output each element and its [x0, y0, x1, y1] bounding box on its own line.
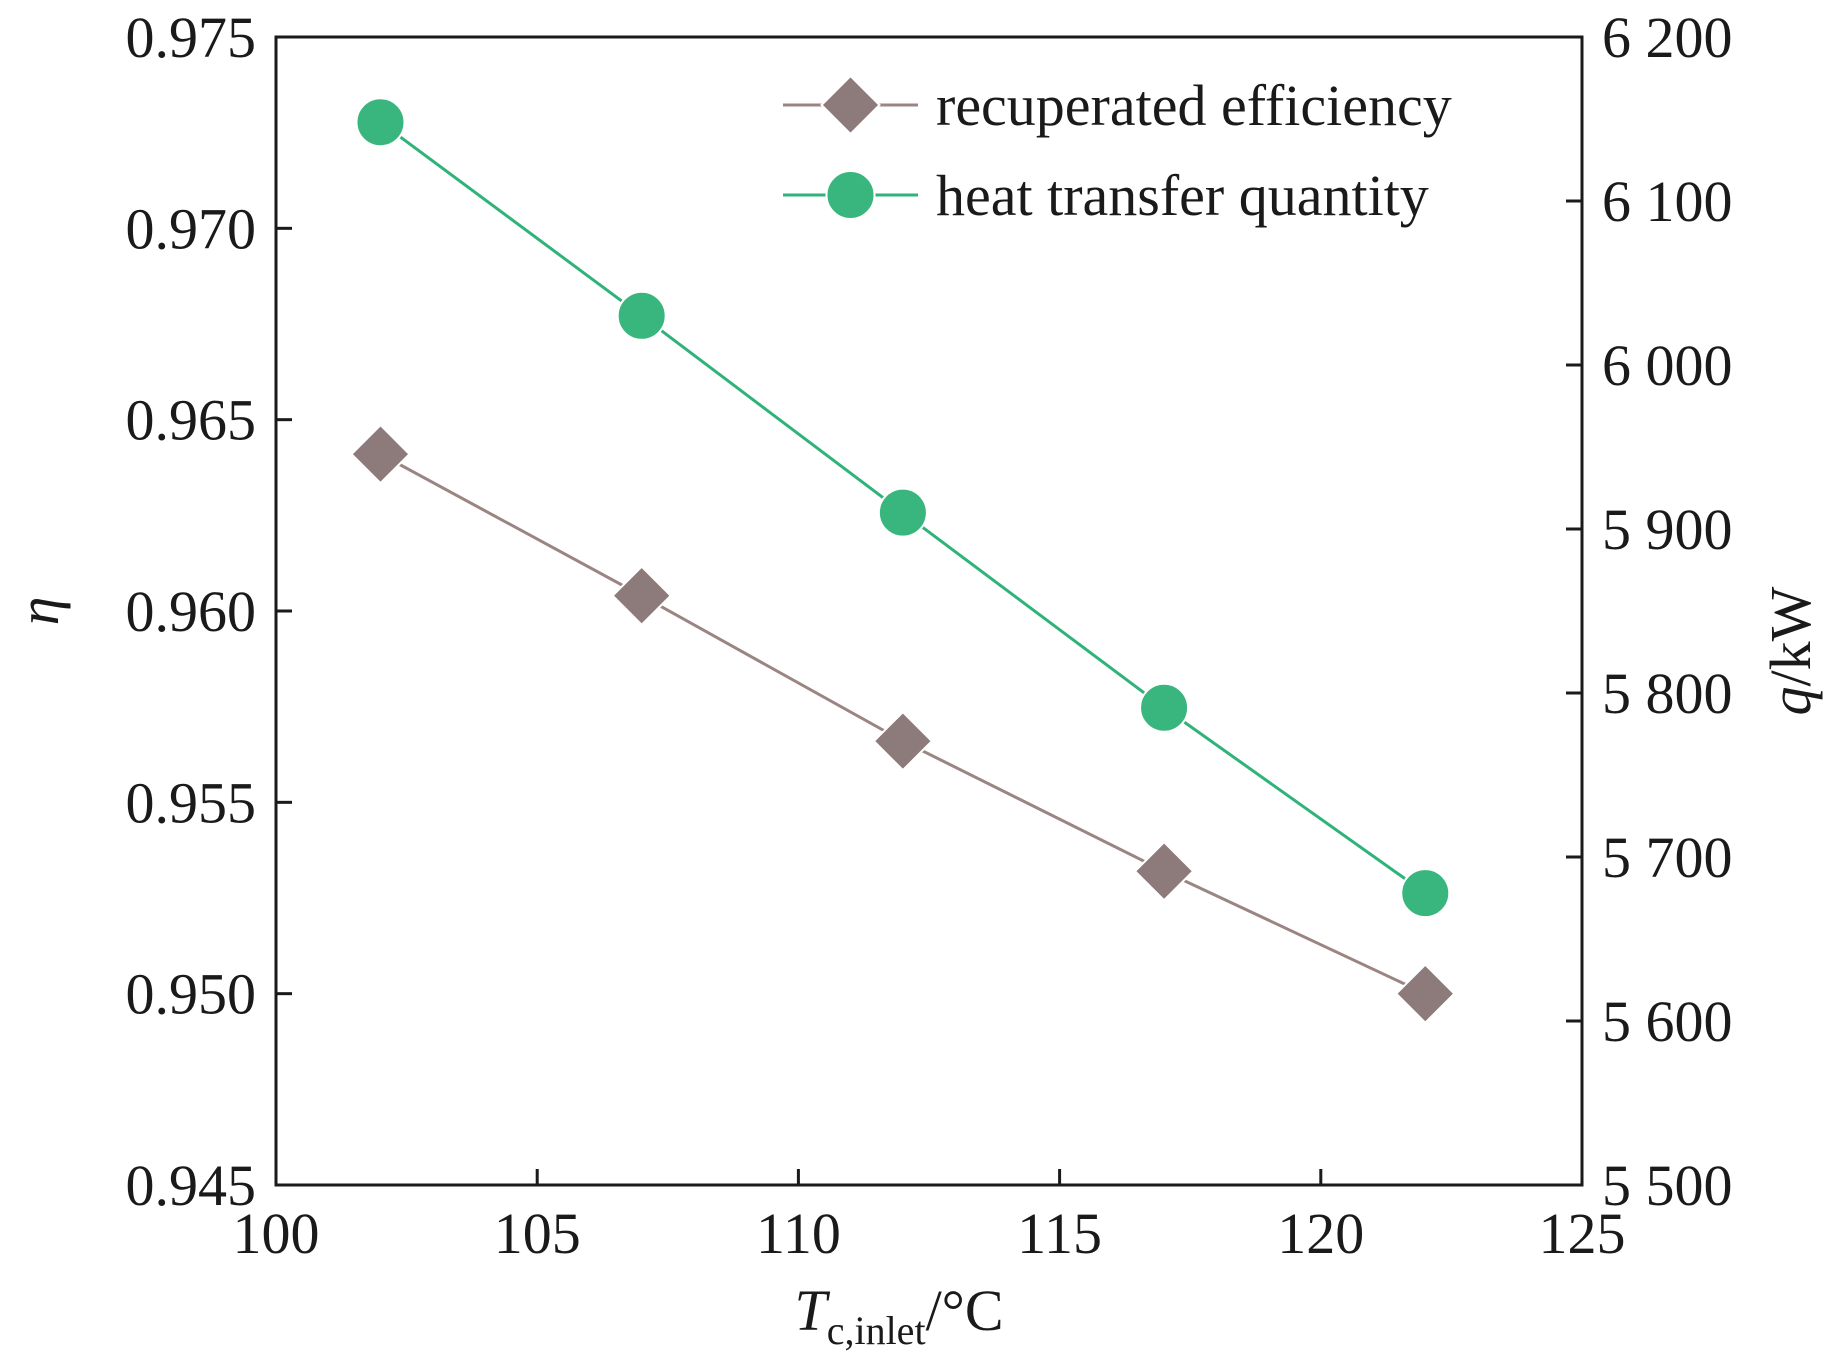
x-axis-title-var: T: [794, 1278, 830, 1343]
x-axis-title: Tc,inlet/°C: [794, 1278, 1003, 1353]
data-point: [877, 487, 928, 538]
y-left-axis-title: η: [6, 597, 71, 626]
series-2: [355, 97, 1451, 919]
x-tick-label: 100: [233, 1201, 320, 1266]
y-right-tick-label: 5 500: [1602, 1153, 1733, 1218]
series-layer: [350, 97, 1456, 1025]
y-right-tick-label: 6 100: [1602, 169, 1733, 234]
y-left-tick-label: 0.975: [126, 5, 257, 70]
x-axis-title-sub: c,inlet: [827, 1308, 926, 1353]
y-left-tick-label: 0.965: [126, 388, 257, 453]
data-point: [1394, 963, 1456, 1025]
y-right-tick-label: 5 600: [1602, 989, 1733, 1054]
data-point: [350, 423, 411, 485]
x-tick-label: 125: [1539, 1201, 1626, 1266]
y-right-tick-label: 5 900: [1602, 497, 1733, 562]
data-point: [616, 290, 667, 341]
legend-label: heat transfer quantity: [936, 163, 1429, 228]
y-right-axis-title-unit: /kW: [1758, 586, 1823, 686]
data-point: [1133, 840, 1195, 902]
x-tick-label: 105: [494, 1201, 581, 1266]
y-left-tick-label: 0.970: [126, 196, 257, 261]
legend-item-2: heat transfer quantity: [783, 163, 1429, 228]
axes: 100 105 110 115 120 125 0.945 0.950 0.955 0.960 0.…: [6, 5, 1823, 1353]
legend-circle-marker: [825, 170, 876, 220]
y-left-tick-label: 0.945: [126, 1153, 257, 1218]
y-right-tick-label: 5 700: [1602, 825, 1733, 890]
y-left-tick-label: 0.950: [126, 962, 257, 1027]
x-axis-title-unit: /°C: [926, 1278, 1004, 1343]
x-tick-label: 110: [756, 1201, 841, 1266]
y-right-tick-label: 5 800: [1602, 661, 1733, 726]
y-right-axis-title-var: q: [1758, 686, 1823, 715]
data-point: [1400, 868, 1451, 919]
y-right-tick-label: 6 200: [1602, 5, 1733, 70]
legend-item-1: recuperated efficiency: [783, 73, 1452, 138]
x-tick-label: 120: [1277, 1201, 1364, 1266]
legend-label: recuperated efficiency: [936, 73, 1452, 138]
y-left-tick-label: 0.960: [126, 579, 257, 644]
legend-diamond-marker: [820, 74, 881, 136]
x-tick-label: 115: [1017, 1201, 1102, 1266]
legend: recuperated efficiency heat transfer quan…: [783, 73, 1452, 228]
series-1: [350, 423, 1456, 1025]
data-point: [611, 565, 673, 627]
y-right-tick-label: 6 000: [1602, 333, 1733, 398]
data-point: [1139, 682, 1190, 733]
data-point: [872, 710, 934, 772]
y-right-axis-title: q/kW: [1758, 586, 1823, 715]
y-left-tick-label: 0.955: [126, 770, 257, 835]
data-point: [355, 97, 406, 148]
